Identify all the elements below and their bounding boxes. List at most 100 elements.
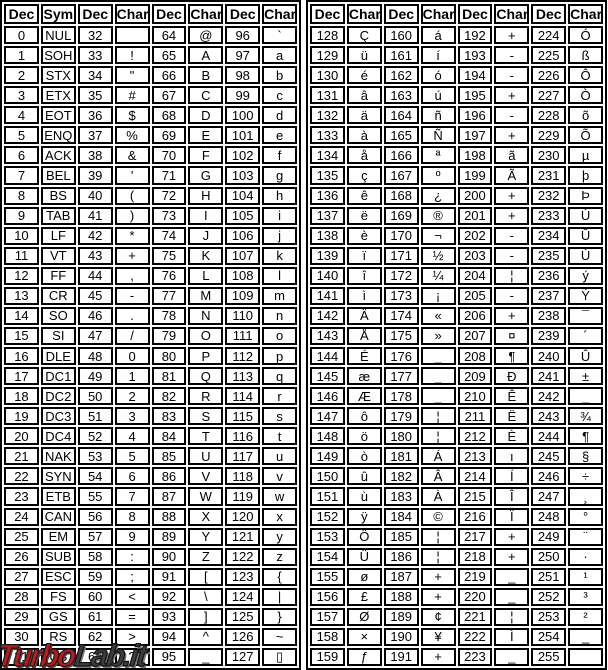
- dec-cell: 236: [531, 266, 567, 285]
- dec-cell: 241: [531, 367, 567, 386]
- table-row: 150 û 182 Â 214 Í 246 ÷: [310, 467, 603, 486]
- column-header: Dec: [151, 4, 187, 24]
- dec-cell: 123: [225, 567, 261, 586]
- table-row: 130 é 162 ó 194-226 Ô: [310, 66, 603, 85]
- dec-cell: 63: [77, 647, 113, 666]
- dec-cell: 32: [77, 26, 113, 45]
- char-cell: |: [262, 587, 297, 606]
- dec-cell: 62: [77, 627, 113, 646]
- dec-cell: 211: [457, 407, 493, 426]
- char-cell: -: [494, 246, 530, 265]
- char-cell: <: [114, 587, 150, 606]
- dec-cell: 30: [4, 627, 39, 646]
- char-cell: ä: [346, 106, 382, 125]
- char-cell: #: [114, 86, 150, 105]
- char-cell: ¢: [420, 607, 456, 626]
- dec-cell: 47: [77, 326, 113, 345]
- dec-cell: 192: [457, 26, 493, 45]
- column-header: Dec: [310, 4, 345, 24]
- table-row: 1 SOH 33! 65 A 97 a: [4, 46, 297, 65]
- table-row: 5 ENQ 37% 69 E 101 e: [4, 126, 297, 145]
- char-cell: 8: [114, 507, 150, 526]
- char-cell: c: [262, 86, 297, 105]
- dec-cell: 227: [531, 86, 567, 105]
- char-cell: ú: [420, 86, 456, 105]
- dec-cell: 249: [531, 527, 567, 546]
- dec-cell: 175: [383, 326, 419, 345]
- table-row: 22 SYN 54 6 86 V 118 v: [4, 467, 297, 486]
- dec-cell: 90: [151, 547, 187, 566]
- char-cell: Å: [346, 326, 382, 345]
- column-header: Char: [494, 4, 530, 24]
- char-cell: SYN: [40, 467, 76, 486]
- table-row: 148 ö 180 ¦ 212 È 244 ¶: [310, 427, 603, 446]
- char-cell: +: [114, 246, 150, 265]
- dec-cell: 26: [4, 547, 39, 566]
- dec-cell: 25: [4, 527, 39, 546]
- char-cell: ×: [346, 627, 382, 646]
- char-cell: ¸: [568, 487, 603, 506]
- char-cell: ê: [346, 186, 382, 205]
- table-row: 31 US 63? 95 _ 127 ▯: [4, 647, 297, 666]
- dec-cell: 185: [383, 527, 419, 546]
- char-cell: ö: [346, 427, 382, 446]
- dec-cell: 171: [383, 246, 419, 265]
- dec-cell: 208: [457, 347, 493, 366]
- char-cell: L: [188, 266, 224, 285]
- dec-cell: 29: [4, 607, 39, 626]
- char-cell: 2: [114, 387, 150, 406]
- table-row: 4 EOT 36 $68 D 100 d: [4, 106, 297, 125]
- char-cell: DLE: [40, 347, 76, 366]
- column-header: Dec: [77, 4, 113, 24]
- table-row: 139 ï 171 ½ 203-235 Ù: [310, 246, 603, 265]
- dec-cell: 139: [310, 246, 345, 265]
- char-cell: ³: [568, 587, 603, 606]
- dec-cell: 209: [457, 367, 493, 386]
- char-cell: ã: [494, 146, 530, 165]
- table-row: 6 ACK 38 & 70 F 102 f: [4, 146, 297, 165]
- char-cell: FS: [40, 587, 76, 606]
- dec-cell: 56: [77, 507, 113, 526]
- char-cell: ü: [346, 46, 382, 65]
- dec-cell: 108: [225, 266, 261, 285]
- char-cell: ª: [420, 146, 456, 165]
- dec-cell: 173: [383, 286, 419, 305]
- char-cell: »: [420, 326, 456, 345]
- column-header: Char: [262, 4, 297, 24]
- dec-cell: 96: [225, 26, 261, 45]
- char-cell: ^: [188, 627, 224, 646]
- dec-cell: 220: [457, 587, 493, 606]
- char-cell: Ö: [346, 527, 382, 546]
- char-cell: o: [262, 326, 297, 345]
- dec-cell: 64: [151, 26, 187, 45]
- char-cell: BEL: [40, 166, 76, 185]
- char-cell: =: [114, 607, 150, 626]
- dec-cell: 23: [4, 487, 39, 506]
- char-cell: r: [262, 387, 297, 406]
- char-cell: º: [420, 166, 456, 185]
- char-cell: FF: [40, 266, 76, 285]
- dec-cell: 238: [531, 306, 567, 325]
- dec-cell: 120: [225, 507, 261, 526]
- char-cell: B: [188, 66, 224, 85]
- table-row: 7 BEL 39 ' 71 G 103 g: [4, 166, 297, 185]
- char-cell: Y: [188, 527, 224, 546]
- dec-cell: 4: [4, 106, 39, 125]
- dec-cell: 244: [531, 427, 567, 446]
- dec-cell: 1: [4, 46, 39, 65]
- dec-cell: 196: [457, 106, 493, 125]
- dec-cell: 228: [531, 106, 567, 125]
- char-cell: ÷: [568, 467, 603, 486]
- dec-cell: 229: [531, 126, 567, 145]
- char-cell: +: [494, 186, 530, 205]
- dec-cell: 39: [77, 166, 113, 185]
- dec-cell: 153: [310, 527, 345, 546]
- char-cell: ¦: [420, 547, 456, 566]
- dec-cell: 10: [4, 226, 39, 245]
- char-cell: A: [188, 46, 224, 65]
- dec-cell: 210: [457, 387, 493, 406]
- char-cell: ƒ: [346, 647, 382, 666]
- dec-cell: 89: [151, 527, 187, 546]
- char-cell: S: [188, 407, 224, 426]
